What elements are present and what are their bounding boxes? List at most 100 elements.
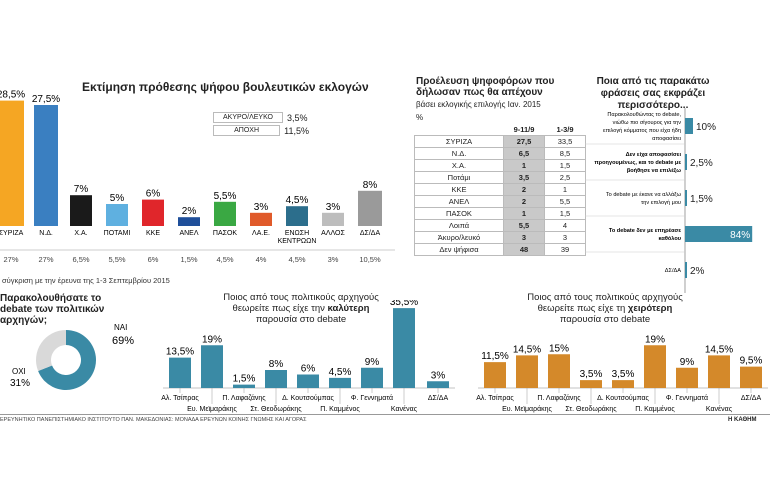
vote-value-label: 4,5%: [286, 195, 309, 206]
leader-value-label: 1,5%: [233, 374, 256, 385]
origin-table: 9-11/9 1-3/9 ΣΥΡΙΖΑ 27,5 33,5 Ν.Δ. 6,5 8,5 Χ.Α. 1…: [414, 124, 586, 256]
table-header-empty: [415, 124, 504, 136]
leader-value-label: 9,5%: [740, 356, 763, 367]
leader-category-label: Π. Λαφαζάνης: [222, 394, 266, 402]
donut-no-value: 31%: [10, 378, 30, 389]
table-cell-previous: 1,5: [544, 159, 586, 172]
leader-category-label: Π. Καμμένος: [320, 405, 360, 413]
donut-yes-value: 69%: [112, 335, 134, 347]
leader-bar: [265, 370, 287, 388]
leader-bar: [169, 357, 191, 388]
leader-category-label: Δ. Κουτσούμπας: [282, 394, 334, 402]
phrase-item-text: Το debate με έκανε να αλλάξω: [606, 191, 682, 198]
extra-row: ΑΚΥΡΟ/ΛΕΥΚΟ 3,5%: [213, 112, 309, 123]
vote-prev-label: 4,5%: [216, 255, 233, 264]
leader-value-label: 13,5%: [166, 347, 194, 358]
leader-bar: [297, 374, 319, 388]
phrase-bar: [685, 118, 693, 134]
vote-bar: [106, 204, 128, 226]
leader-bar: [361, 367, 383, 388]
leader-value-label: 3%: [431, 370, 446, 381]
vote-prev-label: 4,5%: [288, 255, 305, 264]
vote-value-label: 6%: [146, 189, 161, 200]
table-cell-previous: 33,5: [544, 135, 586, 148]
vote-bar: [214, 201, 236, 226]
leader-bar: [484, 362, 506, 388]
phrase-bar: [685, 226, 753, 242]
leader-bar: [393, 308, 415, 388]
phrase-item-text: βοήθησε να επιλέξω: [627, 168, 681, 174]
table-row: Ν.Δ. 6,5 8,5: [414, 147, 586, 160]
table-cell-current: 5,5: [503, 219, 545, 232]
phrase-item-text: καθόλου: [658, 236, 681, 242]
footer-rule: [0, 414, 770, 415]
table-row-label: ΚΚΕ: [414, 183, 504, 196]
vote-value-label: 5,5%: [214, 191, 237, 202]
origin-table-subtitle: βάσει εκλογικής επιλογής Ιαν. 2015: [416, 100, 541, 109]
leader-bar: [708, 355, 730, 388]
vote-prev-label: 6,5%: [72, 255, 89, 264]
table-cell-current: 3: [503, 231, 545, 244]
phrase-item-text: αποφασίσει: [652, 136, 682, 142]
phrase-chart-title: Ποια από τις παρακάτω φράσεις σας εκφράζ…: [596, 76, 710, 111]
table-row: ΠΑΣΟΚ 1 1,5: [414, 207, 586, 220]
best-bar-chart: 13,5% Αλ. Τσίπρας 19% Ευ. Μεϊμαράκης 1,5% Π. …: [161, 300, 455, 413]
vote-category-label: ΛΑ.Ε.: [252, 230, 270, 237]
table-row-label: Ποτάμι: [414, 171, 504, 184]
donut-title: Παρακολουθήσατε το debate των πολιτικών …: [0, 293, 105, 326]
leader-value-label: 8%: [269, 359, 284, 370]
table-row: Δεν ψήφισα 48 39: [414, 243, 586, 256]
table-cell-current: 2: [503, 183, 545, 196]
table-row-label: Άκυρο/λευκό: [414, 231, 504, 244]
leader-category-label: ΔΣ/ΔΑ: [428, 395, 449, 402]
leader-category-label: Π. Καμμένος: [635, 405, 675, 413]
table-row: Άκυρο/λευκό 3 3: [414, 231, 586, 244]
phrase-value-label: 1,5%: [690, 194, 713, 205]
worst-title-pre: θεωρείτε πως είχε τη: [537, 303, 628, 314]
leader-value-label: 14,5%: [513, 344, 541, 355]
vote-bar: [358, 190, 382, 226]
phrase-item-text: ΔΣ/ΔΑ: [665, 268, 681, 274]
vote-prev-label: 27%: [38, 255, 53, 264]
phrase-item-text: Παρακολουθώντας το debate,: [607, 112, 681, 118]
table-row-label: ΣΥΡΙΖΑ: [414, 135, 504, 148]
vote-bar: [178, 217, 200, 226]
worst-title-emph: χειρότερη: [627, 303, 673, 314]
table-cell-current: 3,5: [503, 171, 545, 184]
leader-category-label: Ευ. Μεϊμαράκης: [502, 405, 552, 413]
best-title-line1: Ποιος από τους πολιτικούς αρχηγούς: [223, 292, 379, 303]
table-cell-current: 2: [503, 195, 545, 208]
extra-row-label: ΑΚΥΡΟ/ΛΕΥΚΟ: [213, 112, 283, 123]
leader-category-label: Φ. Γεννηματά: [351, 394, 393, 402]
extra-row-value: 11,5%: [284, 125, 309, 136]
donut-no-slice: [36, 330, 66, 372]
leader-category-label: Κανένας: [706, 405, 733, 413]
leader-value-label: 19%: [645, 334, 665, 345]
phrase-item-text: νιώθω πιο σίγουρος για την: [613, 120, 682, 126]
debate-donut-chart: ΝΑΙ 69% ΟΧΙ 31%: [10, 323, 134, 390]
phrase-item-text: επιλογή κόμματος που είχα ήδη: [603, 127, 681, 134]
comparison-note: σύγκριση με την έρευνα της 1-3 Σεπτεμβρί…: [2, 276, 170, 285]
vote-prev-label: 1,5%: [180, 255, 197, 264]
vote-category-label: ΔΣ/ΔΑ: [360, 230, 381, 237]
worst-bar-chart: 11,5% Αλ. Τσίπρας 14,5% Ευ. Μεϊμαράκης 15% Π.…: [476, 334, 768, 413]
leader-category-label: Δ. Κουτσούμπας: [597, 394, 649, 402]
table-row: Λοιπά 5,5 4: [414, 219, 586, 232]
leader-bar: [644, 345, 666, 388]
table-row-label: Δεν ψήφισα: [414, 243, 504, 256]
vote-prev-label: 10,5%: [359, 255, 381, 264]
table-row-label: Λοιπά: [414, 219, 504, 232]
leader-category-label: ΔΣ/ΔΑ: [741, 395, 762, 402]
table-row-label: Χ.Α.: [414, 159, 504, 172]
table-cell-current: 6,5: [503, 147, 545, 160]
vote-category-label: ΠΑΣΟΚ: [213, 230, 237, 237]
phrase-item-text: προηγουμένως, και το debate με: [594, 160, 681, 166]
origin-table-block: Προέλευση ψηφοφόρων που δήλωσαν πως θα α…: [416, 76, 556, 122]
leader-bar: [676, 367, 698, 388]
vote-bar: [322, 212, 344, 226]
worst-title-line1: Ποιος από τους πολιτικούς αρχηγούς: [527, 292, 683, 303]
leader-value-label: 19%: [202, 334, 222, 345]
phrase-value-label: 10%: [696, 122, 716, 133]
vote-category-label: Ν.Δ.: [39, 230, 53, 237]
table-cell-previous: 1,5: [544, 207, 586, 220]
